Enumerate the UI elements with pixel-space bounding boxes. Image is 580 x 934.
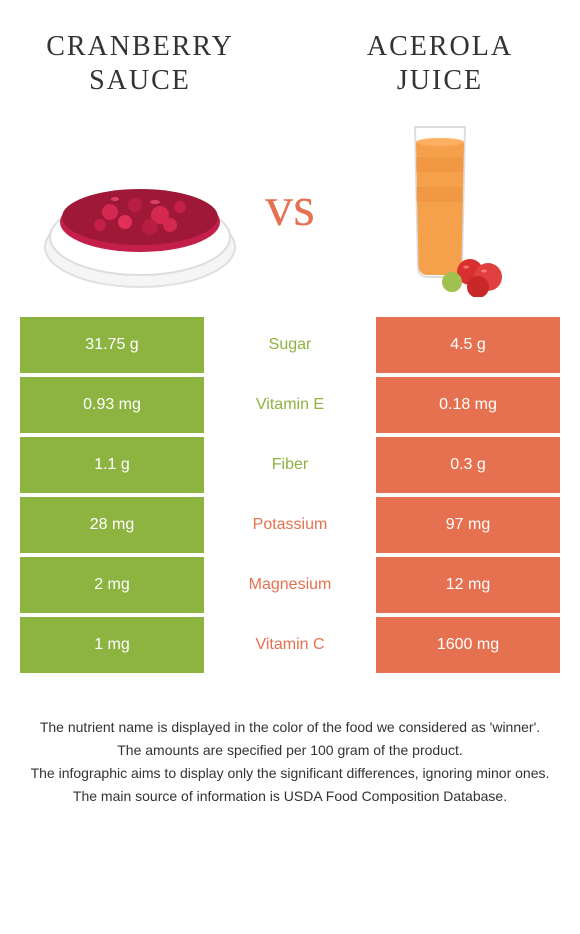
left-food-title: CRANBERRY SAUCE bbox=[40, 30, 240, 97]
header: CRANBERRY SAUCE ACEROLA JUICE bbox=[0, 0, 580, 107]
right-value: 12 mg bbox=[375, 557, 560, 613]
table-row: 1.1 gFiber0.3 g bbox=[20, 437, 560, 493]
table-row: 2 mgMagnesium12 mg bbox=[20, 557, 560, 613]
left-value: 28 mg bbox=[20, 497, 205, 553]
nutrient-label: Potassium bbox=[205, 497, 375, 553]
right-value: 0.18 mg bbox=[375, 377, 560, 433]
nutrient-table: 31.75 gSugar4.5 g0.93 mgVitamin E0.18 mg… bbox=[0, 317, 580, 673]
left-value: 1 mg bbox=[20, 617, 205, 673]
right-title-line1: ACEROLA bbox=[367, 31, 513, 62]
table-row: 0.93 mgVitamin E0.18 mg bbox=[20, 377, 560, 433]
footer-line3: The infographic aims to display only the… bbox=[30, 763, 550, 784]
vs-label: vs bbox=[265, 175, 315, 239]
right-title-line2: JUICE bbox=[397, 65, 483, 96]
nutrient-label: Vitamin C bbox=[205, 617, 375, 673]
left-value: 1.1 g bbox=[20, 437, 205, 493]
footer-line4: The main source of information is USDA F… bbox=[30, 786, 550, 807]
nutrient-label: Magnesium bbox=[205, 557, 375, 613]
right-value: 1600 mg bbox=[375, 617, 560, 673]
footer-line1: The nutrient name is displayed in the co… bbox=[30, 717, 550, 738]
footer-notes: The nutrient name is displayed in the co… bbox=[0, 677, 580, 829]
nutrient-label: Vitamin E bbox=[205, 377, 375, 433]
nutrient-label: Sugar bbox=[205, 317, 375, 373]
left-title-line1: CRANBERRY bbox=[46, 31, 234, 62]
images-row: vs bbox=[0, 107, 580, 317]
right-value: 0.3 g bbox=[375, 437, 560, 493]
left-title-line2: SAUCE bbox=[89, 65, 191, 96]
left-value: 2 mg bbox=[20, 557, 205, 613]
footer-line2: The amounts are specified per 100 gram o… bbox=[30, 740, 550, 761]
right-value: 4.5 g bbox=[375, 317, 560, 373]
table-row: 1 mgVitamin C1600 mg bbox=[20, 617, 560, 673]
right-food-title: ACEROLA JUICE bbox=[340, 30, 540, 97]
nutrient-label: Fiber bbox=[205, 437, 375, 493]
right-value: 97 mg bbox=[375, 497, 560, 553]
acerola-juice-image bbox=[340, 117, 540, 297]
table-row: 31.75 gSugar4.5 g bbox=[20, 317, 560, 373]
table-row: 28 mgPotassium97 mg bbox=[20, 497, 560, 553]
cranberry-sauce-image bbox=[40, 117, 240, 297]
left-value: 31.75 g bbox=[20, 317, 205, 373]
left-value: 0.93 mg bbox=[20, 377, 205, 433]
